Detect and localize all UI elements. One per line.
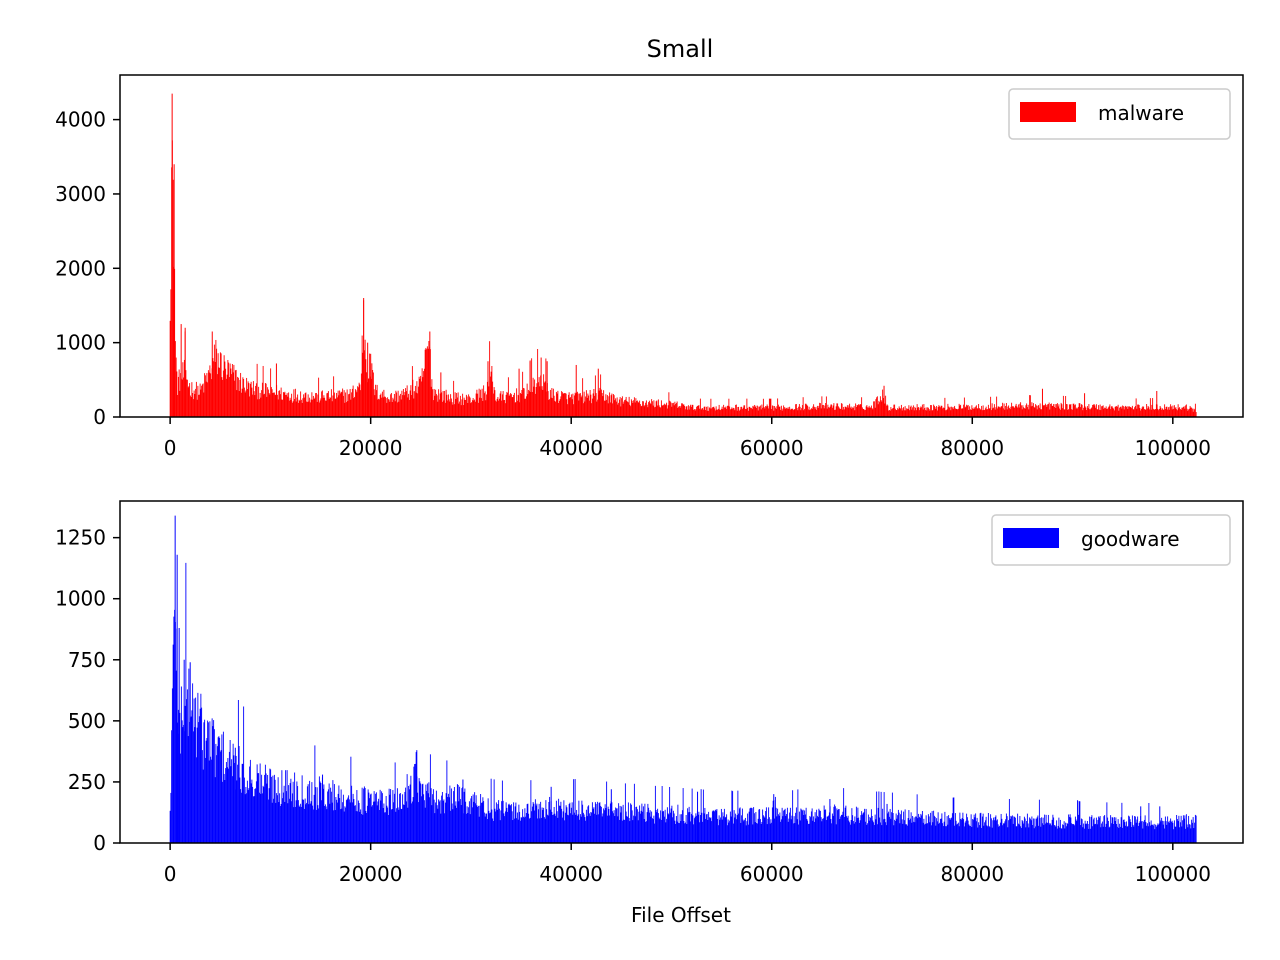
goodware-x-tick-label: 40000 <box>539 862 603 886</box>
goodware-legend-swatch <box>1003 528 1059 548</box>
malware-legend: malware <box>1008 88 1231 140</box>
malware-legend-label: malware <box>1098 101 1184 125</box>
goodware-x-tick-label: 0 <box>164 862 177 886</box>
goodware-legend-label: goodware <box>1081 527 1180 551</box>
goodware-y-tick-label: 250 <box>68 770 106 794</box>
malware-y-tick-label: 4000 <box>55 108 106 132</box>
goodware-x-tick-label: 60000 <box>740 862 804 886</box>
goodware-x-tick-label: 100000 <box>1135 862 1211 886</box>
malware-legend-box <box>1008 88 1231 140</box>
malware-x-tick-label: 60000 <box>740 436 804 460</box>
goodware-y-tick-label: 500 <box>68 709 106 733</box>
malware-y-tick-label: 0 <box>93 405 106 429</box>
goodware-y-tick-label: 1000 <box>55 587 106 611</box>
panel-goodware: 0 20000 40000 60000 80000 100000 0 250 500 750 10… <box>55 500 1244 886</box>
goodware-bars <box>169 515 1197 843</box>
malware-x-tick-label: 40000 <box>539 436 603 460</box>
malware-x-tick-label: 80000 <box>940 436 1004 460</box>
goodware-legend: goodware <box>991 514 1231 566</box>
goodware-x-tick-label: 80000 <box>940 862 1004 886</box>
panel-malware: 0 20000 40000 60000 80000 100000 0 1000 2000 300… <box>55 74 1244 460</box>
malware-x-tick-label: 100000 <box>1135 436 1211 460</box>
malware-y-axis: 0 1000 2000 3000 4000 <box>55 108 120 429</box>
goodware-y-axis: 0 250 500 750 1000 1250 <box>55 526 120 855</box>
goodware-y-tick-label: 750 <box>68 648 106 672</box>
goodware-plot-frame <box>119 500 1244 844</box>
malware-y-tick-label: 2000 <box>55 256 106 280</box>
goodware-y-tick-label: 1250 <box>55 526 106 550</box>
malware-legend-swatch <box>1020 102 1076 122</box>
malware-plot-frame <box>119 74 1244 418</box>
malware-bars <box>169 93 1197 417</box>
malware-y-tick-label: 3000 <box>55 182 106 206</box>
goodware-x-axis: 0 20000 40000 60000 80000 100000 <box>164 843 1211 886</box>
goodware-legend-box <box>991 514 1231 566</box>
chart-title: Small <box>647 35 714 63</box>
malware-x-axis: 0 20000 40000 60000 80000 100000 <box>164 417 1211 460</box>
malware-x-tick-label: 0 <box>164 436 177 460</box>
x-axis-label: File Offset <box>631 903 731 927</box>
goodware-x-tick-label: 20000 <box>339 862 403 886</box>
malware-y-tick-label: 1000 <box>55 331 106 355</box>
goodware-y-tick-label: 0 <box>93 831 106 855</box>
malware-x-tick-label: 20000 <box>339 436 403 460</box>
